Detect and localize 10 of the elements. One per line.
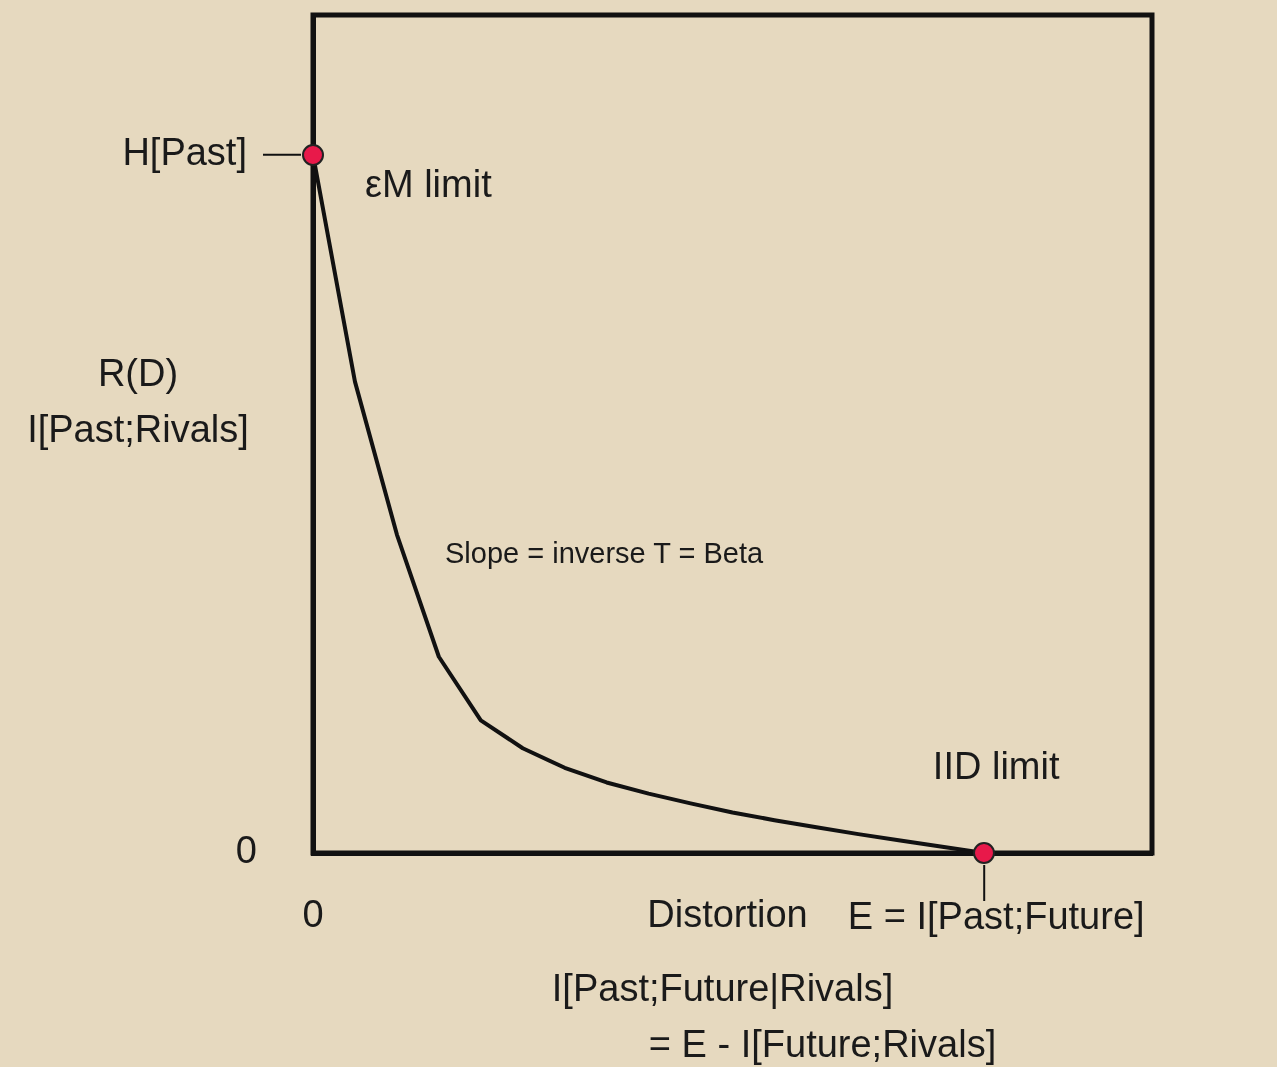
x-axis-title: Distortion	[647, 893, 808, 936]
y-axis-title: R(D) I[Past;Rivals]	[27, 352, 249, 451]
text: I[Past;Future|Rivals] = E - I[Future;Rivals]	[551, 967, 997, 1066]
text: 0	[302, 893, 324, 936]
annotation: IID limit	[932, 745, 1060, 788]
annotation: Slope = inverse T = Beta	[445, 537, 765, 569]
text: E = I[Past;Future]	[847, 895, 1145, 938]
text: H[Past]	[122, 131, 247, 174]
annotation: εM limit	[365, 163, 493, 206]
text: 0	[235, 829, 257, 872]
